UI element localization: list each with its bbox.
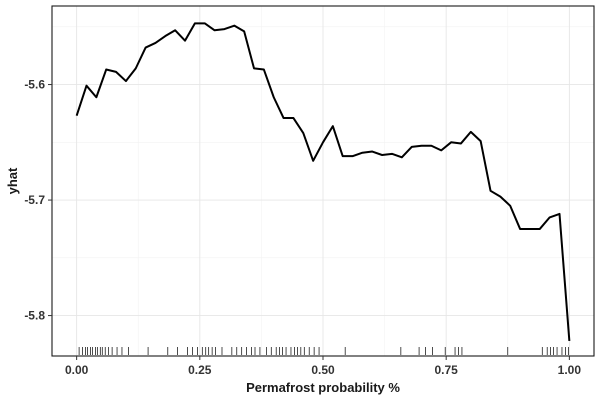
x-tick-label: 0.50	[311, 363, 335, 377]
x-tick-label: 1.00	[558, 363, 582, 377]
y-tick-label: -5.6	[24, 78, 45, 92]
x-axis: 0.00 0.25 0.50 0.75 1.00	[65, 356, 581, 377]
grid	[52, 6, 594, 356]
series-line	[75, 22, 571, 342]
x-axis-title: Permafrost probability %	[246, 380, 400, 395]
y-tick-label: -5.7	[24, 193, 45, 207]
x-tick-label: 0.00	[65, 363, 89, 377]
plot-lines	[75, 22, 571, 342]
x-tick-label: 0.75	[435, 363, 459, 377]
x-tick-label: 0.25	[188, 363, 212, 377]
y-axis-title: yhat	[5, 167, 20, 194]
y-tick-label: -5.8	[24, 309, 45, 323]
rug-marks	[78, 347, 569, 355]
y-axis: -5.8 -5.7 -5.6	[24, 78, 52, 323]
